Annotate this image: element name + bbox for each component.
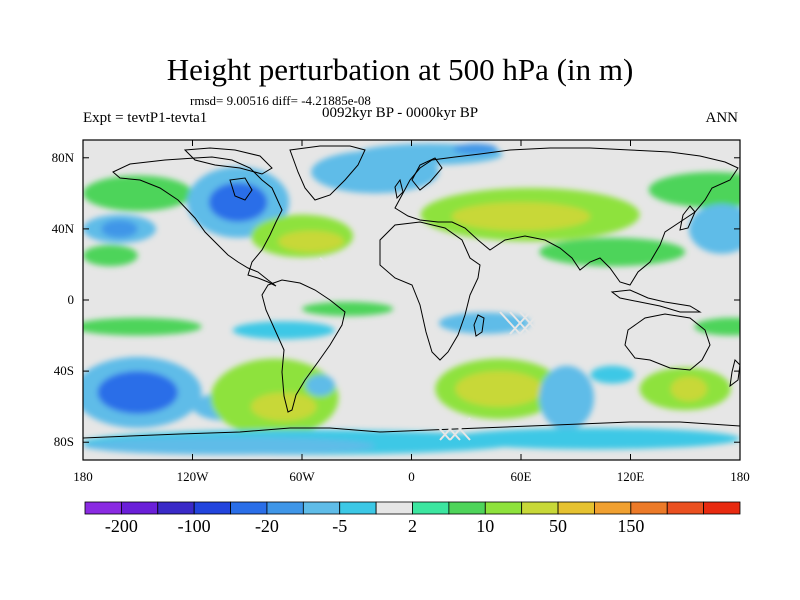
anomaly-region: [305, 374, 335, 397]
anomaly-field: [83, 143, 740, 455]
colorbar-label: 10: [476, 516, 495, 536]
anomaly-region: [83, 244, 138, 267]
y-tick-label: 80N: [51, 149, 74, 165]
colorbar-label: -200: [104, 516, 138, 536]
y-tick-label: 0: [67, 292, 75, 307]
axis-ticks: [82, 140, 741, 460]
season-label: ANN: [705, 110, 739, 126]
anomaly-region: [83, 317, 202, 336]
anomaly-region: [208, 182, 268, 222]
colorbar-swatch: [230, 501, 268, 515]
anomaly-region: [453, 143, 498, 155]
plot-title: Height perturbation at 500 hPa (in m): [166, 52, 634, 87]
anomaly-region: [539, 365, 594, 430]
colorbar: [84, 501, 741, 515]
hatch-patches: [319, 257, 541, 441]
colorbar-swatch: [157, 501, 195, 515]
anomaly-region: [83, 436, 375, 455]
colorbar-swatch: [412, 501, 450, 515]
x-tick-label: 60E: [510, 469, 532, 484]
rmsd-diff-stats: rmsd= 9.00516 diff= -4.21885e-08: [190, 93, 371, 108]
anomaly-region: [438, 312, 531, 334]
anomaly-region: [670, 376, 708, 402]
colorbar-swatch: [666, 501, 705, 515]
anomaly-region: [694, 317, 740, 336]
x-tick-label: 180: [73, 469, 93, 484]
colorbar-swatch: [120, 501, 159, 515]
x-tick-label: 60W: [289, 469, 315, 484]
colorbar-swatch: [521, 501, 559, 515]
anomaly-region: [302, 301, 394, 316]
colorbar-swatch: [375, 501, 413, 515]
colorbar-swatch: [266, 501, 304, 515]
anomaly-region: [83, 175, 193, 212]
anomaly-region: [590, 365, 635, 384]
colorbar-label: -5: [332, 516, 348, 536]
colorbar-swatch: [703, 501, 741, 515]
experiment-label: Expt = tevtP1-tevta1: [83, 110, 208, 126]
colorbar-swatch: [448, 501, 486, 515]
colorbar-swatch: [302, 501, 341, 515]
y-tick-label: 40S: [53, 363, 74, 379]
colorbar-label: 50: [549, 516, 568, 536]
colorbar-label: 150: [617, 516, 645, 536]
x-tick-label: 0: [408, 469, 415, 484]
x-tick-label: 120W: [176, 469, 209, 484]
colorbar-swatch: [557, 501, 595, 515]
colorbar-swatch: [193, 501, 231, 515]
colorbar-label: -20: [254, 516, 279, 536]
x-tick-label: 180: [730, 469, 750, 484]
anomaly-region: [278, 230, 344, 252]
colorbar-swatch: [84, 501, 122, 515]
anomaly-region: [97, 371, 178, 414]
colorbar-label: -100: [177, 516, 211, 536]
period-label: 0092kyr BP - 0000kyr BP: [321, 105, 479, 121]
colorbar-swatch: [630, 501, 668, 515]
anomaly-region: [648, 172, 740, 208]
y-tick-label: 80S: [53, 434, 74, 450]
anomaly-region: [448, 428, 740, 450]
anomaly-region: [451, 202, 591, 231]
colorbar-swatch: [594, 501, 632, 515]
anomaly-region: [232, 321, 335, 340]
colorbar-swatch: [484, 501, 523, 515]
anomaly-region: [539, 237, 686, 267]
colorbar-swatch: [339, 501, 377, 515]
x-tick-label: 120E: [616, 469, 645, 484]
coastlines: [83, 145, 740, 439]
anomaly-region: [250, 392, 317, 421]
colorbar-label: 2: [408, 516, 417, 536]
anomaly-region: [455, 371, 543, 407]
anomaly-region: [688, 204, 740, 254]
anomaly-region: [101, 220, 138, 238]
y-tick-label: 40N: [51, 220, 74, 236]
